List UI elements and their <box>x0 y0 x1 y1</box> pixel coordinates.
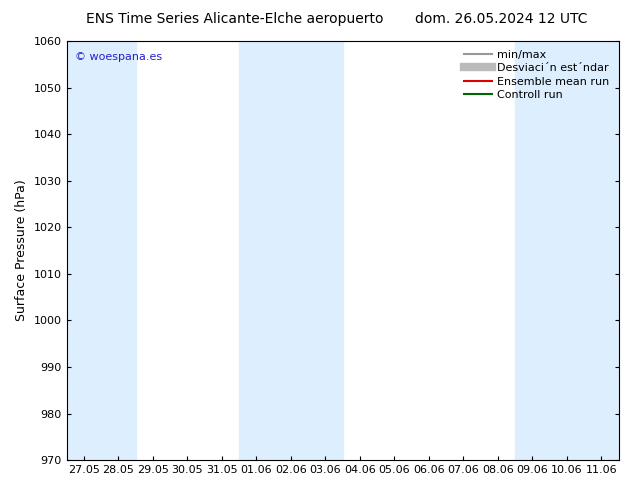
Bar <box>239 41 342 460</box>
Bar <box>67 41 136 460</box>
Y-axis label: Surface Pressure (hPa): Surface Pressure (hPa) <box>15 180 28 321</box>
Text: dom. 26.05.2024 12 UTC: dom. 26.05.2024 12 UTC <box>415 12 587 26</box>
Bar <box>515 41 619 460</box>
Legend: min/max, Desviaci´n est´ndar, Ensemble mean run, Controll run: min/max, Desviaci´n est´ndar, Ensemble m… <box>461 47 613 103</box>
Text: © woespana.es: © woespana.es <box>75 51 162 62</box>
Text: ENS Time Series Alicante-Elche aeropuerto: ENS Time Series Alicante-Elche aeropuert… <box>86 12 384 26</box>
